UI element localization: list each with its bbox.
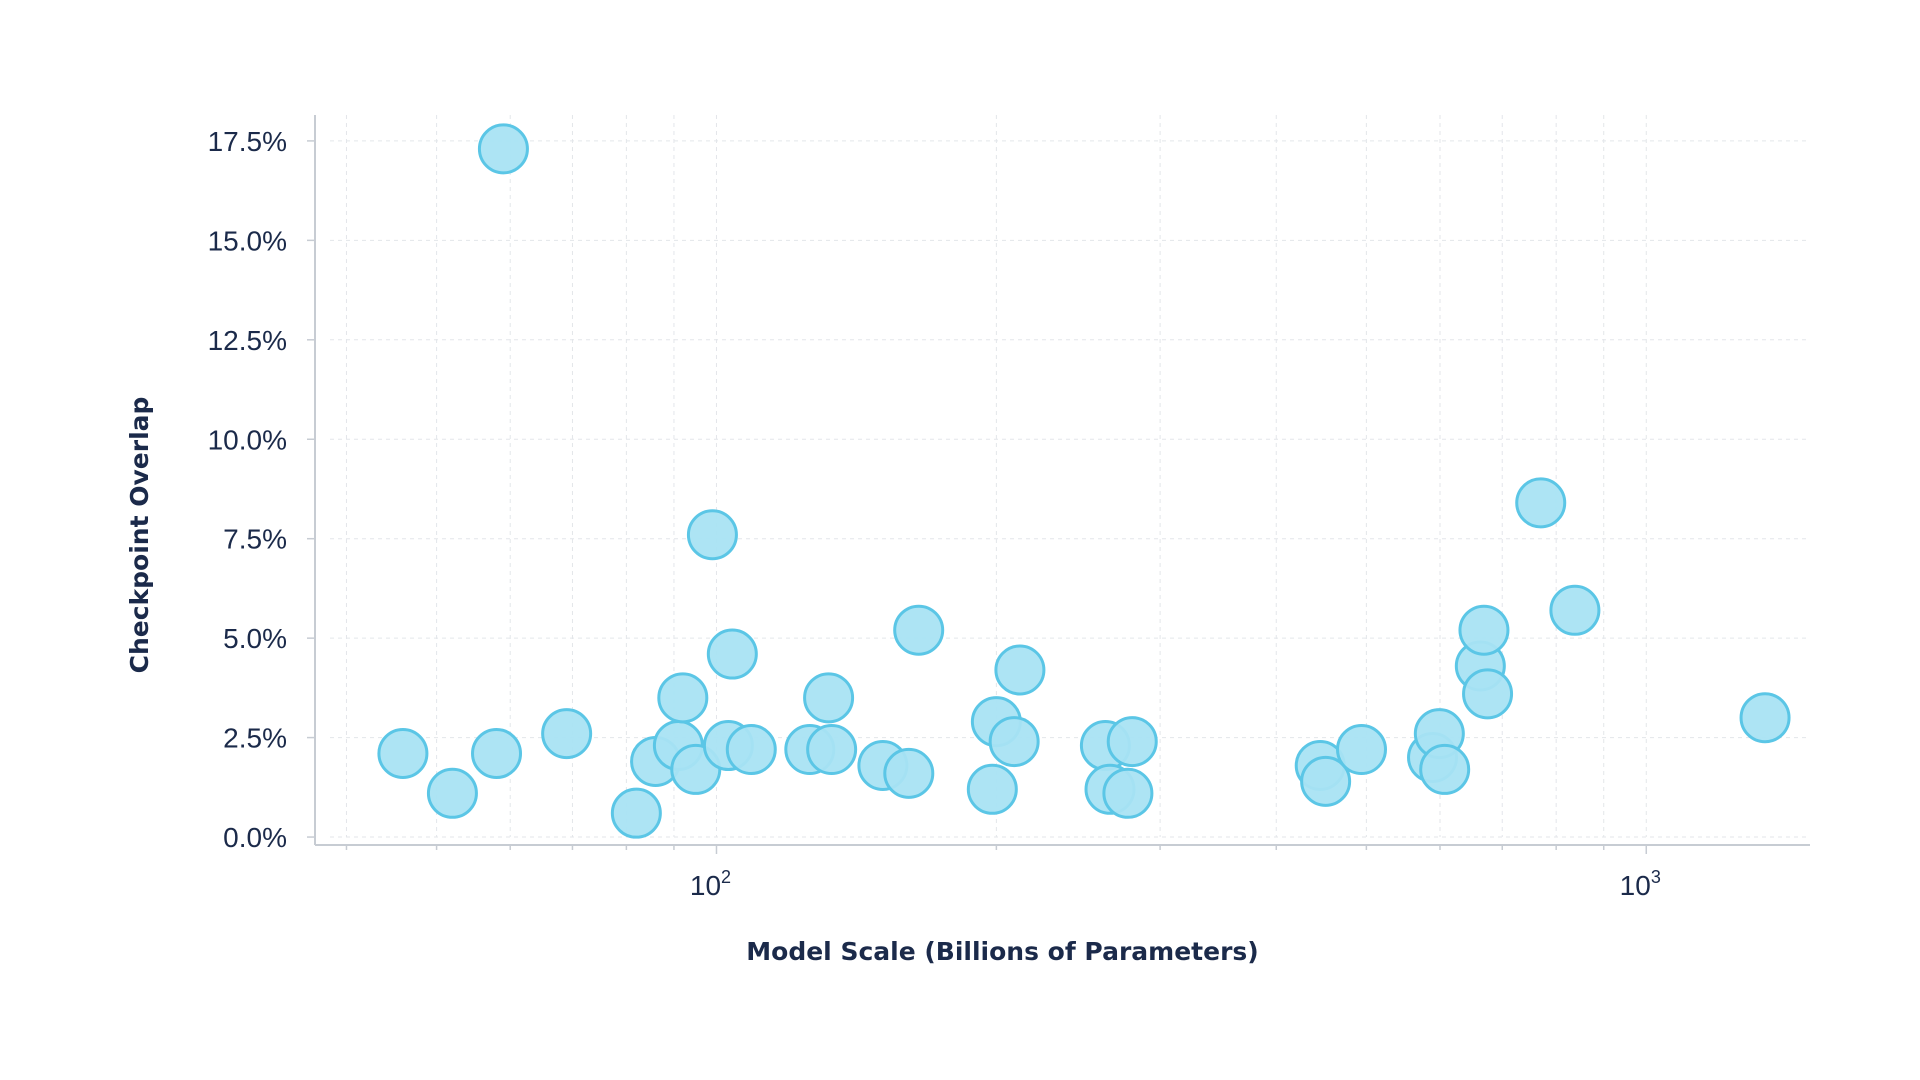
data-point	[1300, 755, 1352, 807]
data-point	[1106, 716, 1158, 768]
y-tick-label: 7.5%	[223, 524, 287, 555]
data-point	[994, 644, 1046, 696]
y-tick-label: 2.5%	[223, 723, 287, 754]
data-point	[803, 672, 855, 724]
x-tick-label: 103	[1620, 867, 1661, 901]
data-point	[1462, 668, 1514, 720]
data-point	[426, 767, 478, 819]
grid	[330, 115, 1810, 838]
data-point	[1739, 692, 1791, 744]
data-point	[1515, 477, 1567, 529]
y-tick-label: 0.0%	[223, 822, 287, 853]
y-tick-label: 12.5%	[208, 325, 287, 356]
y-tick-label: 5.0%	[223, 623, 287, 654]
data-point	[1458, 604, 1510, 656]
data-points	[377, 123, 1791, 839]
data-point	[966, 763, 1018, 815]
data-point	[686, 509, 738, 561]
data-point	[706, 628, 758, 680]
data-point	[1102, 767, 1154, 819]
data-point	[541, 708, 593, 760]
y-axis-title: Checkpoint Overlap	[125, 397, 154, 674]
data-point	[471, 728, 523, 780]
x-axis-title: Model Scale (Billions of Parameters)	[746, 937, 1258, 966]
data-point	[657, 672, 709, 724]
data-point	[1419, 743, 1471, 795]
data-point	[725, 724, 777, 776]
y-tick-label: 15.0%	[208, 225, 287, 256]
data-point	[883, 747, 935, 799]
x-tick-label: 102	[690, 867, 731, 901]
data-point	[1336, 724, 1388, 776]
x-axis-ticks: 102 103	[345, 845, 1661, 901]
y-axis-ticks: 0.0% 2.5% 5.0% 7.5% 10.0% 12.5% 15.0% 17.5%	[208, 126, 315, 853]
data-point	[377, 728, 429, 780]
data-point	[610, 787, 662, 839]
data-point	[477, 123, 529, 175]
data-point	[988, 716, 1040, 768]
data-point	[806, 724, 858, 776]
y-tick-label: 17.5%	[208, 126, 287, 157]
data-point	[1549, 584, 1601, 636]
data-point	[893, 604, 945, 656]
axes	[314, 115, 1810, 846]
y-tick-label: 10.0%	[208, 424, 287, 455]
